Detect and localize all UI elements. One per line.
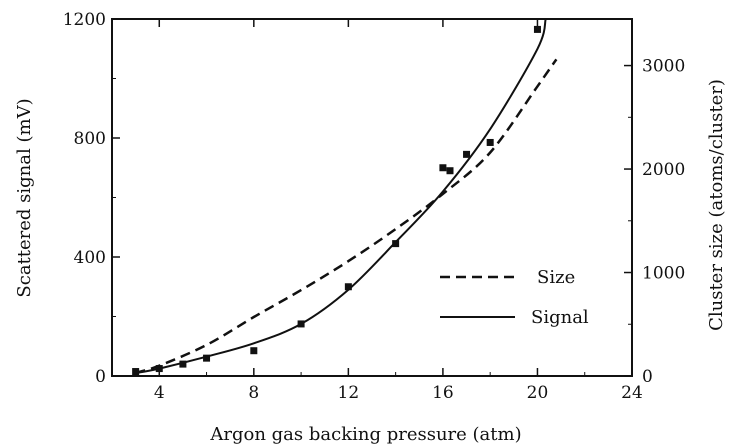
y-tick-label: 0	[95, 367, 106, 387]
y-axis-label: Scattered signal (mV)	[14, 98, 35, 297]
data-point	[463, 150, 471, 158]
x-tick-label: 8	[248, 383, 259, 403]
series-signal-line	[135, 18, 547, 374]
data-point	[439, 164, 447, 172]
data-point	[132, 368, 140, 376]
y-tick-label: 800	[74, 129, 106, 149]
y2-tick-label: 1000	[642, 264, 685, 284]
y-tick-label: 1200	[63, 10, 106, 30]
y2-tick-label: 0	[642, 367, 653, 387]
data-point	[446, 167, 454, 175]
y2-tick-label: 3000	[642, 57, 685, 77]
y-tick-label: 400	[74, 248, 106, 268]
y2-tick-label: 2000	[642, 160, 685, 180]
data-point	[179, 360, 187, 368]
x-tick-label: 20	[527, 383, 549, 403]
data-point	[533, 25, 541, 33]
x-tick-label: 24	[621, 383, 643, 403]
data-point	[297, 320, 305, 328]
data-point	[392, 240, 400, 248]
x-tick-label: 4	[154, 383, 165, 403]
x-tick-label: 12	[338, 383, 360, 403]
data-point	[155, 365, 163, 373]
data-point	[486, 138, 494, 146]
legend-label-signal: Signal	[531, 307, 589, 328]
data-points	[132, 25, 541, 376]
legend: Size Signal	[440, 267, 589, 328]
x-axis-label: Argon gas backing pressure (atm)	[209, 424, 521, 445]
series-size-line	[135, 58, 558, 375]
series-layer	[135, 18, 558, 375]
legend-label-size: Size	[537, 267, 575, 288]
data-point	[203, 354, 211, 362]
data-point	[344, 283, 352, 291]
y2-axis-label: Cluster size (atoms/cluster)	[706, 79, 727, 331]
data-point	[250, 347, 258, 355]
x-tick-label: 16	[432, 383, 454, 403]
